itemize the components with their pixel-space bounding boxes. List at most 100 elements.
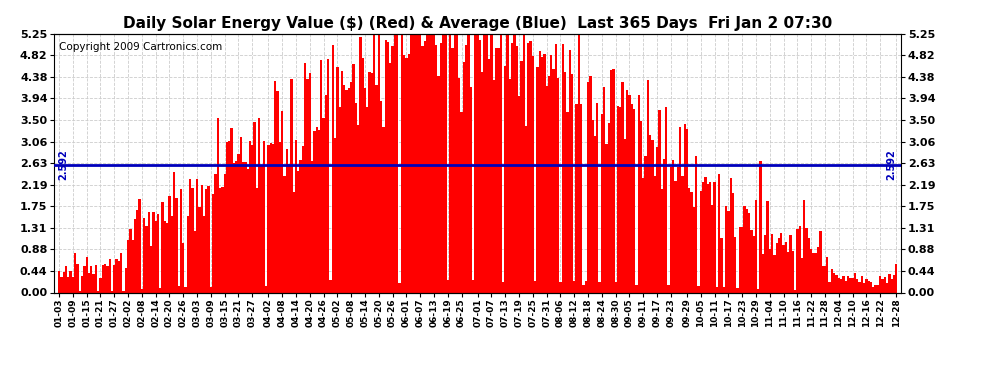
Bar: [304, 63, 306, 292]
Bar: [316, 127, 318, 292]
Bar: [874, 285, 877, 292]
Bar: [792, 251, 794, 292]
Bar: [483, 34, 486, 292]
Bar: [297, 171, 299, 292]
Bar: [247, 169, 248, 292]
Bar: [460, 112, 462, 292]
Bar: [431, 34, 433, 292]
Bar: [831, 269, 833, 292]
Bar: [139, 198, 141, 292]
Bar: [737, 288, 739, 292]
Bar: [97, 291, 99, 292]
Bar: [67, 277, 69, 292]
Bar: [693, 207, 695, 292]
Bar: [102, 265, 104, 292]
Bar: [723, 287, 725, 292]
Bar: [656, 147, 658, 292]
Bar: [283, 176, 285, 292]
Bar: [347, 88, 350, 292]
Bar: [134, 219, 136, 292]
Bar: [759, 161, 761, 292]
Bar: [391, 46, 394, 292]
Bar: [773, 255, 775, 292]
Bar: [170, 216, 173, 292]
Bar: [136, 210, 139, 292]
Bar: [502, 282, 504, 292]
Bar: [458, 78, 460, 292]
Bar: [631, 104, 633, 292]
Bar: [608, 123, 610, 292]
Bar: [366, 107, 368, 292]
Bar: [780, 233, 782, 292]
Bar: [272, 144, 274, 292]
Bar: [651, 141, 653, 292]
Bar: [704, 177, 707, 292]
Bar: [143, 219, 146, 292]
Bar: [403, 55, 405, 292]
Text: 2.592: 2.592: [887, 149, 897, 180]
Bar: [276, 90, 279, 292]
Bar: [888, 274, 891, 292]
Bar: [646, 80, 649, 292]
Bar: [782, 245, 785, 292]
Bar: [481, 72, 483, 292]
Bar: [622, 82, 624, 292]
Bar: [757, 289, 759, 292]
Bar: [226, 142, 228, 292]
Bar: [493, 80, 495, 292]
Bar: [251, 146, 253, 292]
Bar: [90, 266, 92, 292]
Bar: [255, 188, 258, 292]
Bar: [796, 229, 799, 292]
Bar: [334, 138, 337, 292]
Bar: [455, 34, 458, 292]
Bar: [858, 282, 860, 292]
Bar: [180, 189, 182, 292]
Bar: [95, 265, 97, 292]
Bar: [159, 288, 161, 292]
Bar: [104, 264, 106, 292]
Bar: [299, 160, 302, 292]
Bar: [187, 216, 189, 292]
Bar: [258, 118, 260, 292]
Bar: [794, 291, 796, 292]
Bar: [571, 74, 573, 292]
Bar: [60, 277, 62, 292]
Bar: [422, 46, 424, 292]
Bar: [189, 179, 191, 292]
Bar: [895, 264, 898, 292]
Bar: [658, 110, 660, 292]
Bar: [585, 281, 587, 292]
Bar: [497, 48, 500, 292]
Bar: [377, 34, 380, 292]
Bar: [332, 45, 334, 292]
Bar: [231, 128, 233, 292]
Bar: [433, 34, 436, 292]
Bar: [856, 279, 858, 292]
Bar: [629, 95, 631, 292]
Bar: [833, 273, 836, 292]
Bar: [582, 285, 585, 292]
Bar: [203, 216, 205, 292]
Bar: [879, 276, 881, 292]
Bar: [707, 184, 709, 292]
Bar: [561, 44, 564, 292]
Bar: [853, 273, 856, 292]
Bar: [233, 163, 235, 292]
Bar: [735, 237, 737, 292]
Bar: [281, 111, 283, 292]
Bar: [580, 104, 582, 292]
Bar: [361, 58, 363, 292]
Bar: [196, 180, 198, 292]
Bar: [672, 160, 674, 292]
Bar: [350, 82, 352, 292]
Bar: [401, 34, 403, 292]
Bar: [240, 137, 242, 292]
Bar: [644, 156, 646, 292]
Bar: [886, 283, 888, 292]
Bar: [198, 207, 201, 292]
Bar: [667, 285, 670, 292]
Bar: [191, 188, 194, 292]
Bar: [323, 118, 325, 292]
Bar: [69, 271, 71, 292]
